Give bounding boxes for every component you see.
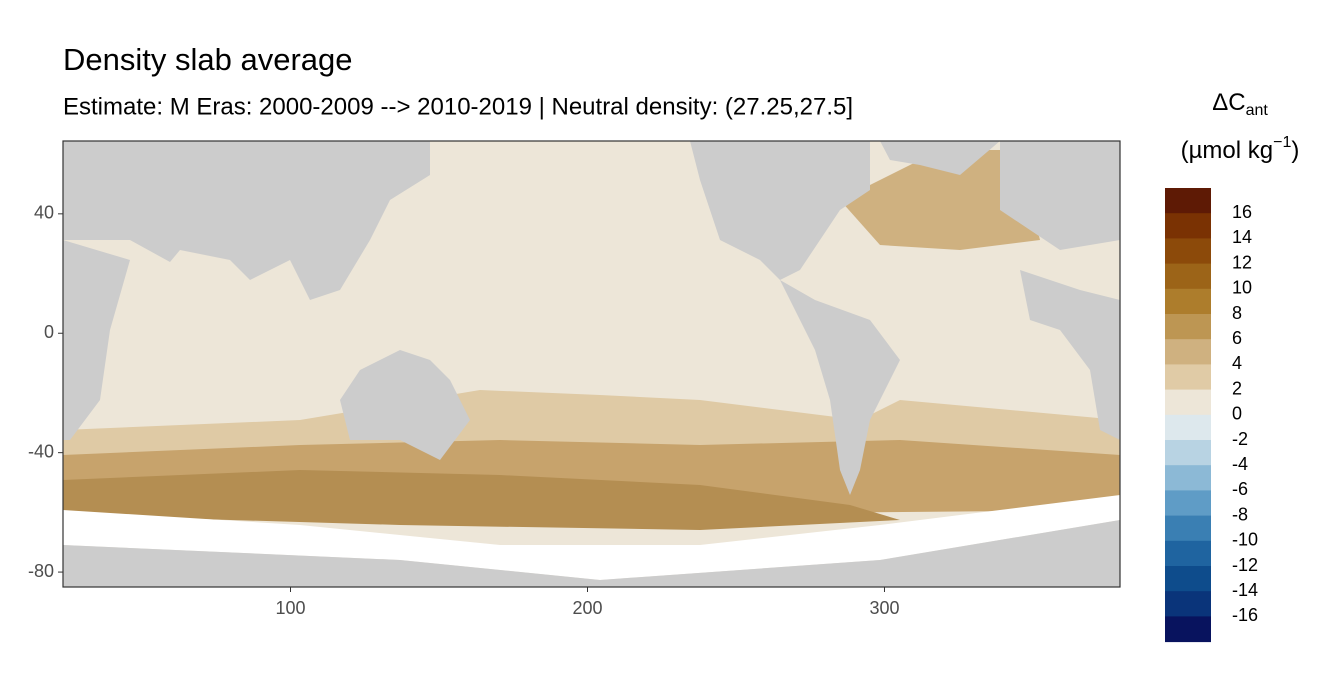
land: [63, 141, 1120, 587]
legend-title-sub: ant: [1246, 102, 1269, 119]
chart-title: Density slab average: [63, 42, 353, 77]
legend-swatch: [1165, 465, 1211, 491]
legend-swatch: [1165, 364, 1211, 391]
legend-label: -4: [1232, 454, 1248, 474]
legend-swatch: [1165, 616, 1211, 643]
x-tick-label: 100: [275, 598, 305, 618]
europe: [1000, 141, 1120, 250]
x-tick-label: 300: [869, 598, 899, 618]
legend-swatch: [1165, 263, 1211, 290]
map: [63, 141, 1120, 587]
legend-swatch: [1165, 238, 1211, 265]
legend-swatch: [1165, 188, 1211, 214]
legend-swatch: [1165, 339, 1211, 365]
north-atlantic: [840, 150, 1040, 250]
legend-swatch: [1165, 490, 1211, 517]
legend-label: 4: [1232, 353, 1242, 373]
legend-label: -10: [1232, 530, 1258, 550]
x-tick-label: 200: [572, 598, 602, 618]
legend-label: 12: [1232, 252, 1252, 272]
north-america: [690, 141, 870, 280]
africa-west: [1020, 270, 1120, 440]
legend-unit-sup: −1: [1273, 134, 1291, 151]
legend-label: -12: [1232, 555, 1258, 575]
legend-label: -2: [1232, 429, 1248, 449]
chart-subtitle: Estimate: M Eras: 2000-2009 --> 2010-201…: [63, 93, 853, 120]
legend-swatch: [1165, 414, 1211, 441]
legend-label: -8: [1232, 504, 1248, 524]
greenland: [880, 141, 1000, 175]
antarctica: [63, 520, 1120, 587]
legend-label: 8: [1232, 303, 1242, 323]
legend-label: -16: [1232, 605, 1258, 625]
legend-unit: (µmol kg−1): [1181, 134, 1300, 164]
legend-swatch: [1165, 288, 1211, 315]
legend-label: 0: [1232, 404, 1242, 424]
legend-label: -6: [1232, 479, 1248, 499]
legend-label: 6: [1232, 328, 1242, 348]
legend-label: 2: [1232, 378, 1242, 398]
africa-east: [63, 240, 130, 440]
legend-title-main: ΔC: [1212, 89, 1245, 116]
legend-swatch: [1165, 440, 1211, 466]
legend-swatch: [1165, 213, 1211, 239]
legend-swatch: [1165, 515, 1211, 542]
asia: [63, 141, 430, 300]
legend-title: ΔCant: [1212, 89, 1268, 119]
australia: [340, 350, 470, 460]
legend-swatch: [1165, 591, 1211, 617]
legend-label: 10: [1232, 278, 1252, 298]
legend-label: 14: [1232, 227, 1252, 247]
y-tick-label: 0: [44, 322, 54, 342]
y-tick-label: -80: [28, 561, 54, 581]
y-tick-label: 40: [34, 203, 54, 223]
legend-swatch: [1165, 389, 1211, 416]
legend-swatch: [1165, 566, 1211, 592]
y-tick-label: -40: [28, 441, 54, 461]
southern-ocean-core: [63, 470, 900, 530]
legend-label: -14: [1232, 580, 1258, 600]
legend-unit-suffix: ): [1291, 137, 1299, 164]
legend-swatch: [1165, 540, 1211, 567]
south-america: [780, 280, 900, 495]
legend-label: 16: [1232, 202, 1252, 222]
sea-ice: [63, 495, 1120, 580]
legend-unit-prefix: (µmol kg: [1181, 137, 1274, 164]
legend-swatch: [1165, 314, 1211, 340]
panel-border: [62, 140, 1121, 588]
